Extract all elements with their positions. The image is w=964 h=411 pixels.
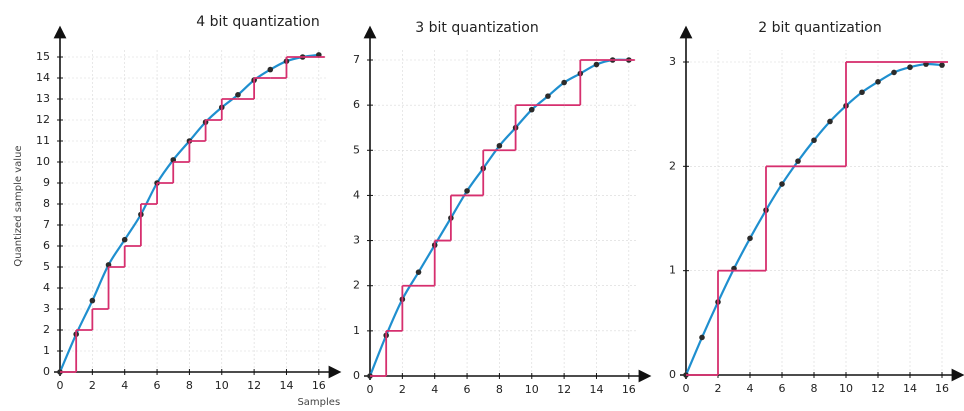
y-tick-label: 3 — [353, 234, 360, 247]
y-tick-label: 3 — [43, 302, 50, 315]
y-tick-label: 2 — [353, 279, 360, 292]
y-tick-label: 2 — [43, 323, 50, 336]
x-tick-label: 6 — [464, 383, 471, 396]
y-tick-label: 11 — [36, 134, 50, 147]
y-tick-label: 8 — [43, 197, 50, 210]
y-tick-label: 7 — [353, 53, 360, 66]
y-tick-label: 0 — [669, 368, 676, 381]
y-axis-label: Quantized sample value — [13, 145, 24, 266]
chart-title: 3 bit quantization — [415, 20, 538, 36]
sample-dot — [594, 62, 600, 68]
sample-dot — [416, 269, 422, 275]
y-tick-label: 12 — [36, 113, 50, 126]
sample-dot — [779, 181, 785, 187]
sample-dot — [939, 62, 945, 68]
sample-dot — [747, 236, 753, 242]
sample-dot — [90, 298, 96, 304]
x-tick-label: 10 — [839, 382, 853, 395]
sample-dot — [235, 92, 241, 98]
y-tick-label: 0 — [353, 369, 360, 382]
x-tick-label: 12 — [871, 382, 885, 395]
x-tick-label: 14 — [589, 383, 603, 396]
y-tick-label: 2 — [669, 159, 676, 172]
x-tick-label: 14 — [903, 382, 917, 395]
sample-dot — [811, 137, 817, 143]
x-tick-label: 2 — [715, 382, 722, 395]
y-tick-label: 13 — [36, 92, 50, 105]
figure: 024681012141601234567891011121314154 bit… — [0, 0, 964, 411]
y-tick-label: 3 — [669, 55, 676, 68]
x-tick-label: 6 — [779, 382, 786, 395]
x-tick-label: 8 — [186, 379, 193, 392]
x-tick-label: 12 — [247, 379, 261, 392]
y-tick-label: 1 — [353, 324, 360, 337]
y-tick-label: 5 — [43, 260, 50, 273]
sample-dot — [561, 80, 567, 86]
x-tick-label: 4 — [747, 382, 754, 395]
sample-dot — [907, 64, 913, 70]
sample-dot — [859, 89, 865, 95]
x-axis-label: Samples — [297, 397, 340, 408]
x-tick-label: 8 — [811, 382, 818, 395]
x-tick-label: 12 — [557, 383, 571, 396]
y-tick-label: 9 — [43, 176, 50, 189]
x-tick-label: 10 — [215, 379, 229, 392]
x-tick-label: 6 — [154, 379, 161, 392]
y-tick-label: 4 — [43, 281, 50, 294]
y-tick-label: 5 — [353, 143, 360, 156]
y-tick-label: 15 — [36, 50, 50, 63]
x-tick-label: 16 — [312, 379, 326, 392]
y-tick-label: 7 — [43, 218, 50, 231]
y-tick-label: 14 — [36, 71, 50, 84]
x-tick-label: 0 — [683, 382, 690, 395]
sample-dot — [699, 335, 705, 341]
sample-dot — [122, 237, 128, 243]
x-tick-label: 0 — [367, 383, 374, 396]
y-tick-label: 10 — [36, 155, 50, 168]
sample-dot — [827, 119, 833, 125]
x-tick-label: 4 — [431, 383, 438, 396]
sample-dot — [529, 107, 535, 113]
y-tick-label: 6 — [353, 98, 360, 111]
x-tick-label: 10 — [525, 383, 539, 396]
x-tick-label: 4 — [121, 379, 128, 392]
x-tick-label: 14 — [279, 379, 293, 392]
y-tick-label: 1 — [669, 264, 676, 277]
x-tick-label: 16 — [622, 383, 636, 396]
y-tick-label: 6 — [43, 239, 50, 252]
sample-dot — [795, 158, 801, 164]
sample-dot — [875, 79, 881, 85]
sample-dot — [545, 93, 551, 99]
y-tick-label: 1 — [43, 344, 50, 357]
chart-title: 2 bit quantization — [758, 20, 881, 36]
x-tick-label: 2 — [89, 379, 96, 392]
sample-dot — [891, 70, 897, 76]
x-tick-label: 8 — [496, 383, 503, 396]
x-tick-label: 0 — [57, 379, 64, 392]
y-tick-label: 4 — [353, 188, 360, 201]
x-tick-label: 2 — [399, 383, 406, 396]
sample-dot — [464, 188, 470, 194]
sample-dot — [497, 143, 503, 149]
chart-title: 4 bit quantization — [196, 14, 319, 30]
x-tick-label: 16 — [935, 382, 949, 395]
sample-dot — [267, 67, 273, 73]
y-tick-label: 0 — [43, 365, 50, 378]
